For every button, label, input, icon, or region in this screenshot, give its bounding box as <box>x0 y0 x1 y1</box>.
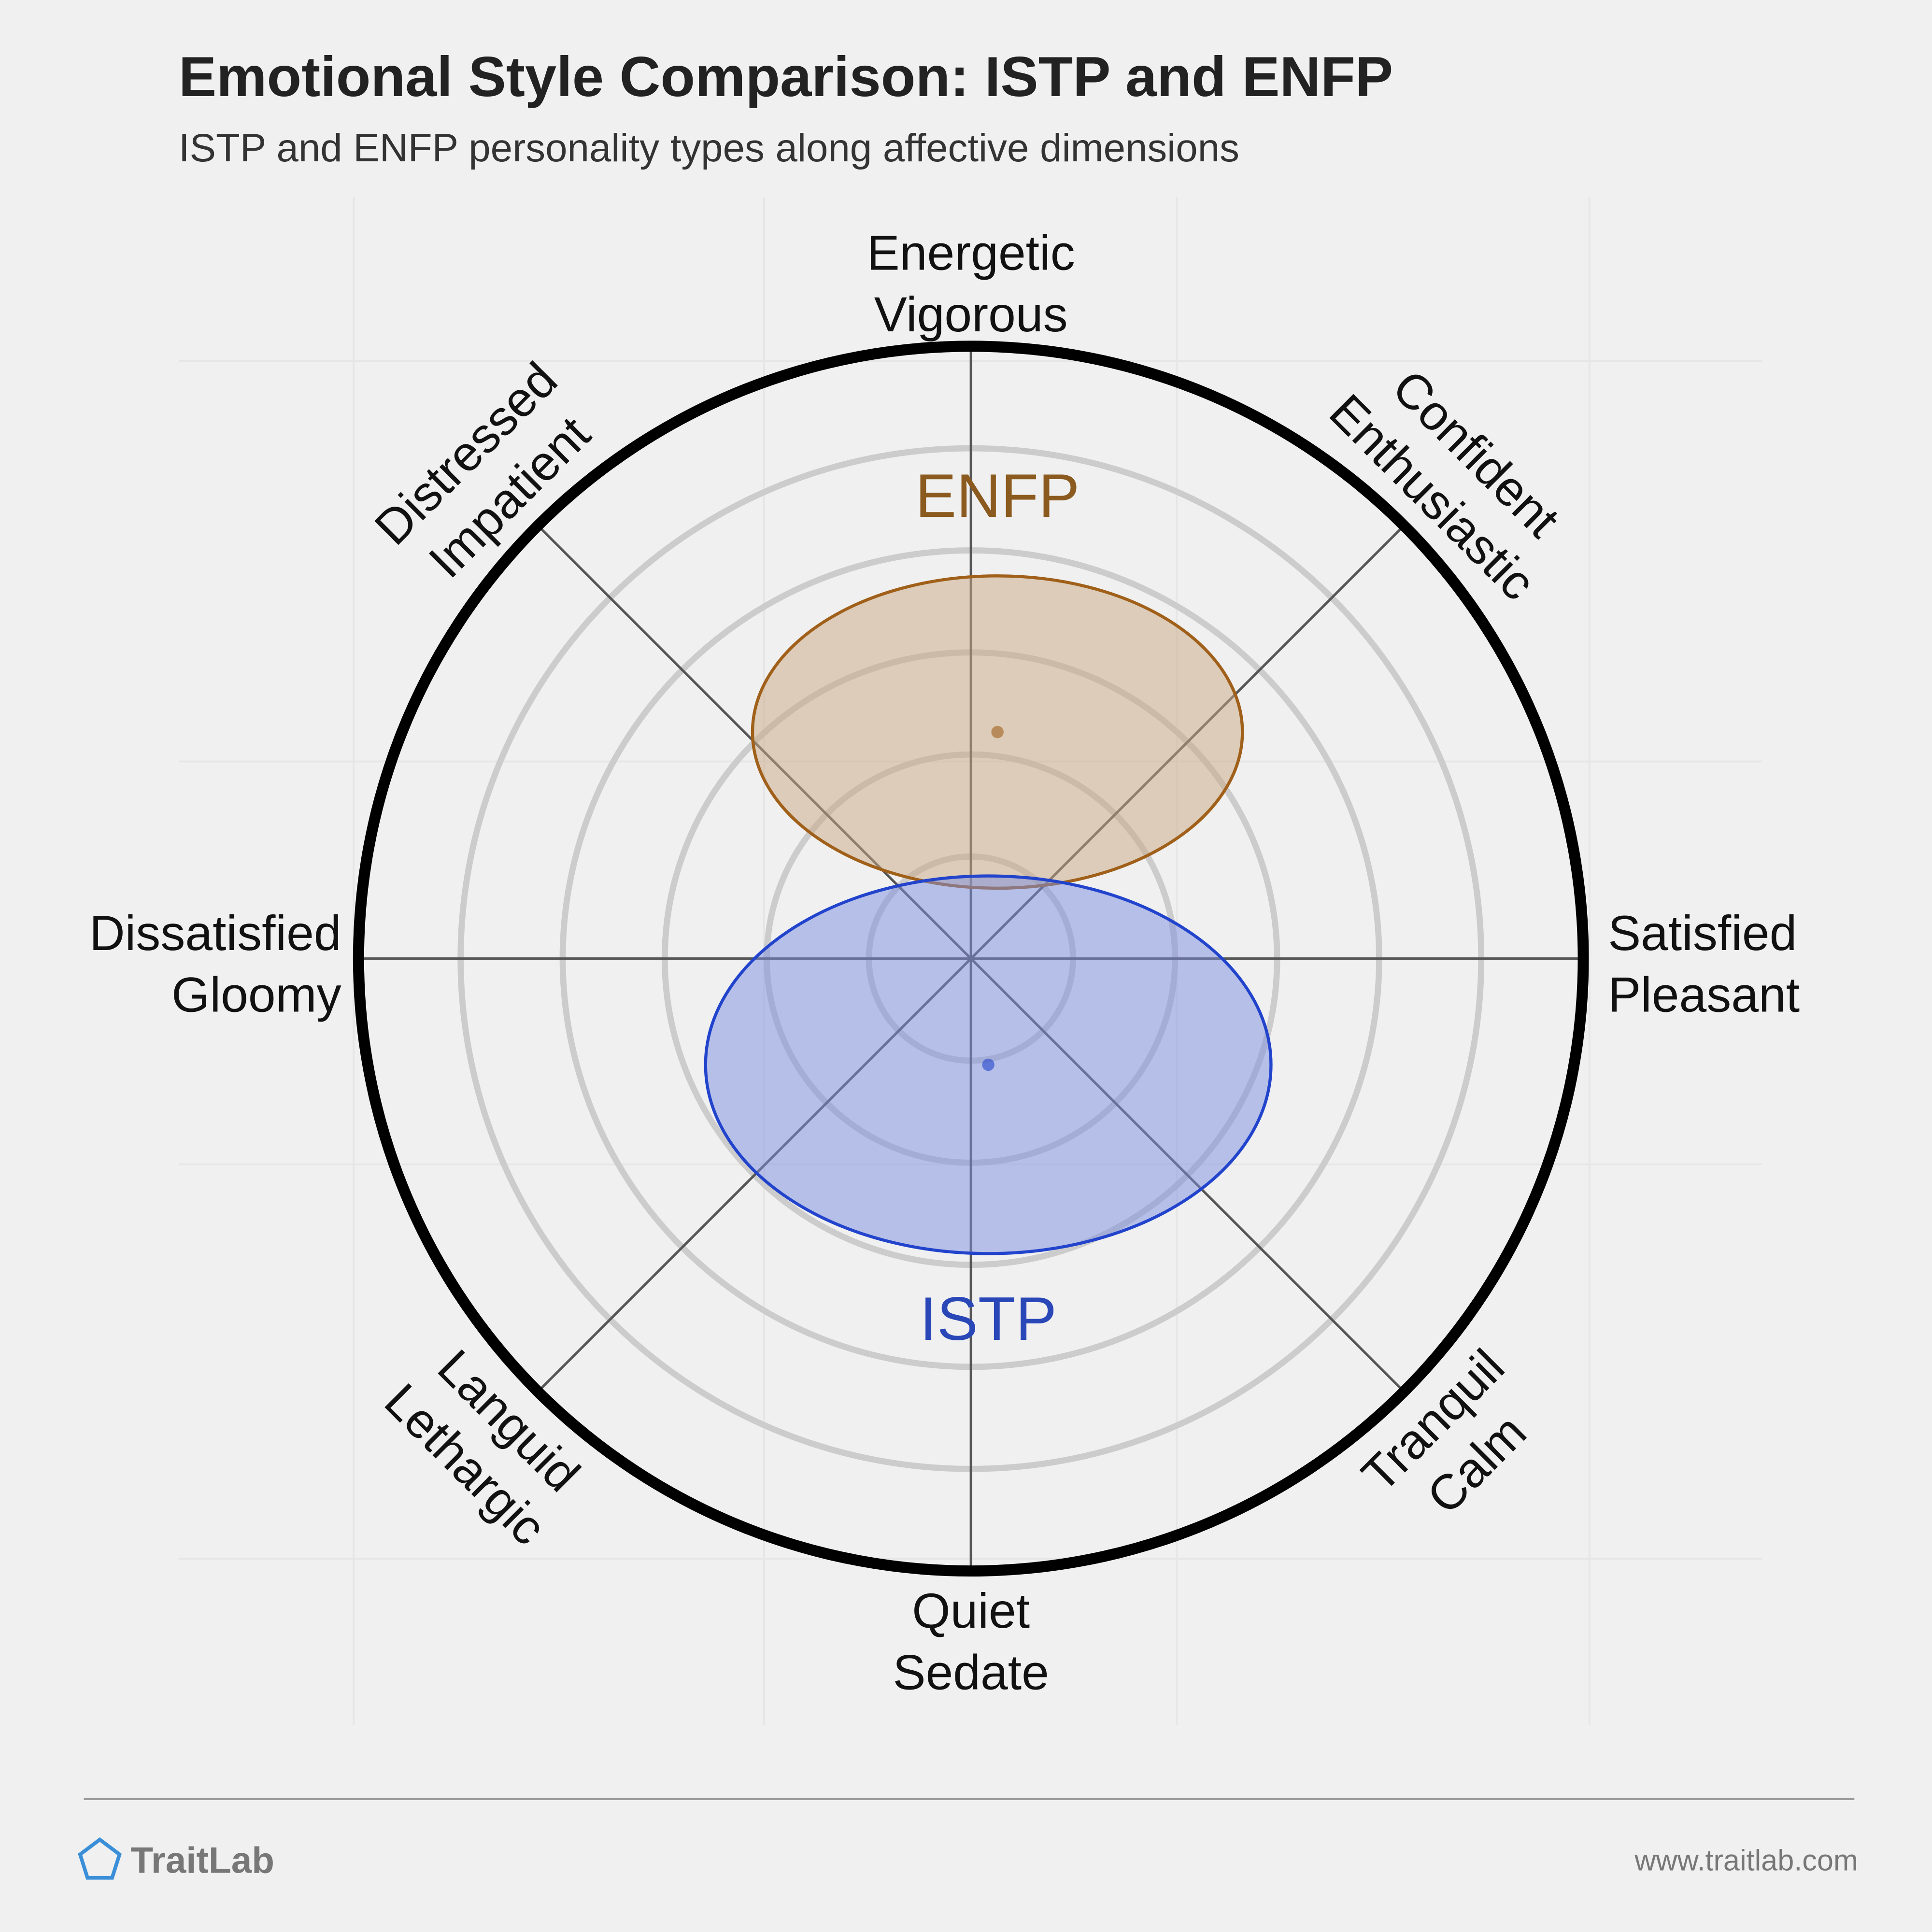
type-label: ISTP <box>920 1285 1057 1353</box>
axis-label-line: Pleasant <box>1608 967 1800 1022</box>
brand: TraitLab <box>130 1840 274 1881</box>
axis-label-line: Vigorous <box>874 287 1068 342</box>
outer-ring <box>353 341 1589 1577</box>
chart-title: Emotional Style Comparison: ISTP and ENF… <box>179 45 1393 108</box>
axis-label-line: Quiet <box>912 1583 1030 1638</box>
url: www.traitlab.com <box>1634 1844 1858 1876</box>
axis-label-line: Energetic <box>867 226 1075 281</box>
logo-icon <box>78 1837 122 1880</box>
axis-label-line: Satisfied <box>1608 906 1797 961</box>
type-center <box>982 1058 994 1071</box>
type-center <box>991 725 1004 739</box>
axis-label-line: Gloomy <box>171 967 341 1022</box>
axis-label-line: Dissatisfied <box>89 906 341 961</box>
axis-label-line: Sedate <box>893 1645 1049 1700</box>
chart-subtitle: ISTP and ENFP personality types along af… <box>179 126 1239 170</box>
type-label: ENFP <box>915 462 1080 530</box>
